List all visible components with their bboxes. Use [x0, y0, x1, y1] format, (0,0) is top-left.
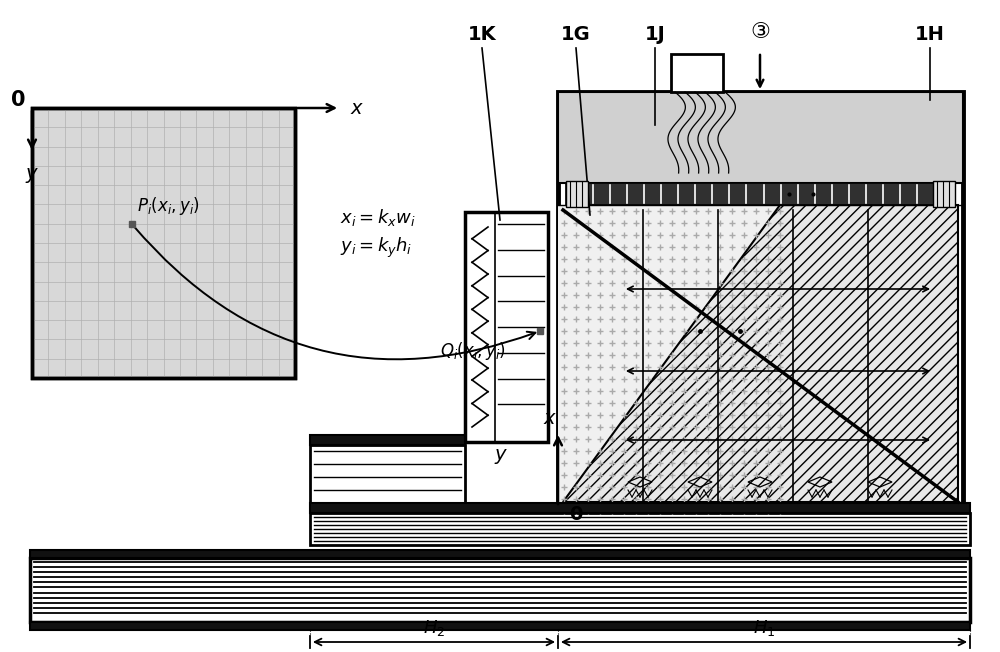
Bar [30, 622, 970, 630]
Text: $H_1$: $H_1$ [753, 618, 775, 638]
Bar [465, 212, 548, 442]
Bar [558, 92, 963, 183]
Text: $y$: $y$ [25, 166, 39, 185]
Text: 1J: 1J [645, 25, 665, 44]
Text: $y_i = k_y h_i$: $y_i = k_y h_i$ [340, 236, 412, 260]
Text: 1K: 1K [468, 25, 496, 44]
Bar [310, 513, 970, 545]
Bar [30, 550, 970, 558]
Text: $x_i = k_x w_i$: $x_i = k_x w_i$ [340, 207, 416, 228]
Text: $x$: $x$ [350, 98, 364, 117]
Text: ③: ③ [750, 22, 770, 42]
Bar [310, 435, 465, 445]
Text: 0: 0 [569, 505, 583, 524]
Bar [32, 108, 295, 378]
Bar [558, 92, 963, 507]
Bar [310, 503, 970, 513]
Bar [30, 558, 970, 622]
Bar [310, 445, 465, 503]
Text: 1H: 1H [915, 25, 945, 44]
Bar [32, 108, 295, 378]
Bar [558, 205, 780, 507]
Text: $P_i(x_i, y_i)$: $P_i(x_i, y_i)$ [137, 195, 200, 217]
Bar [933, 181, 955, 207]
Text: $Q_i(x_i, y_i)$: $Q_i(x_i, y_i)$ [440, 340, 506, 362]
Text: 0: 0 [11, 90, 25, 110]
FancyArrowPatch shape [134, 226, 535, 359]
Bar [566, 183, 955, 205]
Text: 1G: 1G [561, 25, 591, 44]
Bar [566, 181, 588, 207]
Polygon shape [563, 205, 958, 502]
Text: $H_2$: $H_2$ [423, 618, 445, 638]
Text: $x$: $x$ [543, 409, 557, 428]
Bar [671, 54, 723, 92]
Text: $y$: $y$ [494, 447, 508, 466]
